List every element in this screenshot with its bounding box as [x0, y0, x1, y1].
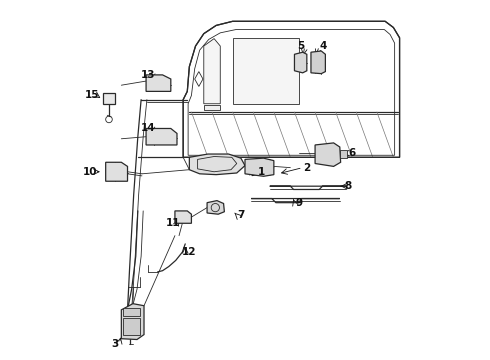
Polygon shape: [146, 75, 171, 91]
Text: 12: 12: [182, 247, 196, 257]
Text: 9: 9: [295, 198, 302, 208]
Text: 1: 1: [258, 167, 265, 177]
Text: 5: 5: [297, 41, 304, 51]
Polygon shape: [204, 39, 221, 104]
Text: 10: 10: [83, 167, 98, 177]
Bar: [123, 308, 140, 316]
Polygon shape: [233, 38, 298, 104]
Polygon shape: [204, 104, 221, 110]
Polygon shape: [340, 150, 347, 158]
Polygon shape: [189, 154, 245, 175]
Text: 11: 11: [166, 218, 180, 228]
Polygon shape: [245, 158, 274, 176]
Text: 4: 4: [319, 41, 327, 51]
Polygon shape: [294, 52, 307, 73]
Polygon shape: [146, 129, 177, 145]
Polygon shape: [315, 143, 341, 166]
Polygon shape: [175, 211, 192, 223]
Polygon shape: [183, 21, 399, 157]
Polygon shape: [195, 72, 203, 86]
Text: 7: 7: [237, 210, 245, 220]
Bar: [123, 318, 140, 334]
Text: 14: 14: [141, 123, 155, 134]
Polygon shape: [106, 162, 127, 181]
Text: 6: 6: [348, 148, 356, 158]
Text: 8: 8: [344, 181, 352, 191]
Polygon shape: [311, 51, 325, 74]
Text: 15: 15: [85, 90, 100, 100]
Text: 13: 13: [141, 70, 155, 80]
Text: 3: 3: [112, 339, 119, 348]
Polygon shape: [207, 201, 224, 214]
Bar: [103, 94, 115, 104]
Text: 2: 2: [303, 163, 311, 173]
Polygon shape: [122, 303, 144, 339]
